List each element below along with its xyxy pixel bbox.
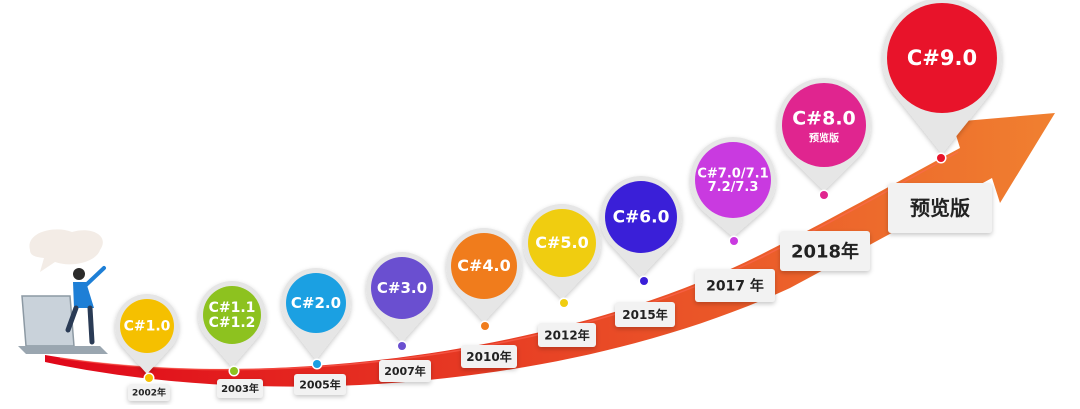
year-label: 2003年 (221, 382, 259, 395)
milestone-7: 2015年 C#6.0 (599, 176, 682, 327)
version-sublabel: 预览版 (809, 132, 839, 145)
year-label: 2012年 (544, 327, 589, 342)
year-label-box (615, 302, 675, 327)
pin-badge (782, 83, 866, 167)
version-label: C#1.1 (209, 300, 256, 316)
version-label: C#4.0 (457, 256, 511, 275)
milestone-pins: 2002年 C#1.0 2003年 C#1.1C#1.2 2005年 C#2.0 2007年… (115, 0, 1002, 401)
milestone-5: 2010年 C#4.0 (446, 228, 522, 368)
timeline-dot (730, 237, 738, 245)
version-label-line2: C#1.2 (209, 315, 256, 331)
version-label: C#1.0 (124, 319, 171, 335)
pin-badge (695, 142, 771, 218)
year-label: 2010年 (466, 349, 511, 364)
timeline-dot (398, 342, 406, 350)
year-label: 2018年 (791, 240, 859, 262)
year-label-box (461, 345, 517, 368)
year-label-box (217, 379, 263, 398)
year-label: 2007年 (384, 364, 426, 378)
timeline-dot (640, 277, 648, 285)
year-label: 2002年 (132, 387, 166, 399)
milestone-6: 2012年 C#5.0 (523, 203, 601, 347)
version-label: C#3.0 (377, 279, 427, 297)
person-body (73, 282, 94, 308)
milestone-4: 2007年 C#3.0 (365, 252, 438, 382)
year-label: 2015年 (622, 307, 667, 322)
timeline-dot (937, 154, 945, 162)
person-legs (65, 305, 95, 345)
milestone-3: 2005年 C#2.0 (281, 268, 352, 395)
person-head (73, 268, 85, 280)
year-label-box (888, 183, 992, 233)
timeline-dot (481, 322, 489, 330)
year-label-box (780, 231, 870, 271)
pin-badge (203, 286, 261, 344)
year-label-box (128, 384, 170, 401)
pin-badge (371, 257, 433, 319)
speech-bubble-icon (29, 229, 103, 272)
version-label: C#7.0/7.1 (697, 166, 768, 181)
pin-badge (528, 209, 596, 277)
timeline-dot (820, 191, 828, 199)
pin-badge (605, 181, 677, 253)
year-label-box (538, 323, 596, 347)
milestone-8: 2017 年 C#7.0/7.17.2/7.3 (690, 137, 777, 302)
timeline-dot (145, 374, 153, 382)
year-label: 2017 年 (706, 278, 764, 295)
timeline-dot (560, 299, 568, 307)
pin-badge (887, 3, 997, 113)
pin-badge (451, 233, 517, 299)
milestone-9: 2018年 C#8.0 预览版 (776, 77, 871, 271)
laptop-screen (21, 295, 75, 347)
year-label-box (379, 360, 431, 382)
version-label-line2: 7.2/7.3 (708, 180, 759, 195)
version-label: C#9.0 (907, 46, 977, 70)
version-label: C#5.0 (535, 233, 589, 252)
pin-badge (120, 299, 174, 353)
milestone-2: 2003年 C#1.1C#1.2 (198, 281, 266, 398)
timeline-dot (230, 367, 238, 375)
version-label: C#2.0 (291, 294, 341, 312)
year-label: 2005年 (299, 377, 341, 391)
year-label-box (695, 269, 775, 302)
laptop-base (18, 346, 108, 354)
year-label: 预览版 (910, 196, 970, 220)
milestone-10: 预览版 C#9.0 (882, 0, 1002, 233)
year-label-box (294, 374, 346, 395)
person-arm (84, 266, 106, 287)
pin-badge (286, 273, 346, 333)
version-label: C#8.0 (792, 108, 856, 130)
milestone-1: 2002年 C#1.0 (115, 294, 179, 401)
developer-laptop-illustration (18, 229, 108, 354)
version-label: C#6.0 (613, 208, 670, 228)
timeline-dot (313, 360, 321, 368)
